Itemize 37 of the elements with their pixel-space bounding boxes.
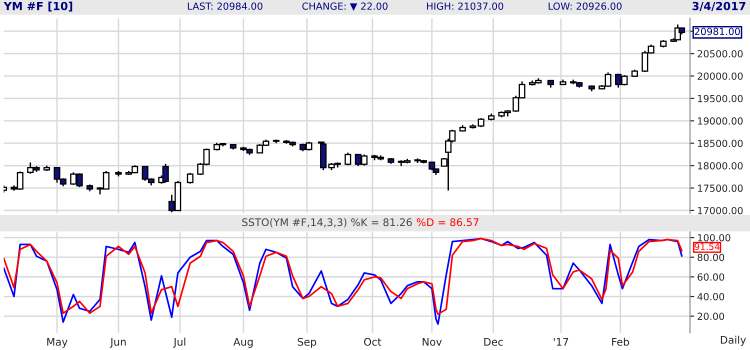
x-tick-label: '17 [554,338,568,346]
text: LOW: 20926.00 [548,2,622,10]
text: 20981.00 [694,28,740,36]
text: Daily [720,336,746,346]
y-tick-label: 18500.00 [698,140,743,148]
x-tick-label: Oct [364,338,382,346]
chart-title: YM #F [10] [4,2,72,12]
x-tick-label: Nov [422,338,442,346]
y-tick-label: 60.00 [698,273,724,281]
y-tick-label: 17500.00 [698,184,743,192]
x-tick-label: Jul [173,338,186,348]
y-tick-label: 20500.00 [698,50,743,58]
y-tick-label: 20000.00 [698,72,743,80]
chart-subtitle: %D = 86.57 [416,218,478,226]
candlestick [162,163,169,184]
y-tick-label: 19500.00 [698,94,743,102]
x-tick-label: Dec [484,338,503,346]
candlestick [344,152,352,166]
chart-title: SSTO(YM #F,14,3,3) %K = 81.26 [242,218,412,228]
y-tick-label: 17000.00 [698,206,743,214]
text: CHANGE: ▼ 22.00 [302,2,388,11]
y-tick-label: 100.00 [698,234,730,242]
y-tick-label: 80.00 [698,254,724,262]
x-tick-label: Feb [612,338,629,346]
text: 91.54 [694,243,720,250]
x-tick-label: Sep [298,338,316,348]
x-tick-label: May [47,338,68,348]
x-tick-label: Jun [110,338,126,348]
y-tick-label: 19000.00 [698,117,743,125]
text: HIGH: 21037.00 [427,2,504,10]
y-tick-label: 18000.00 [698,162,743,170]
x-tick-label: Aug [233,338,253,348]
y-tick-label: 20.00 [698,312,724,320]
text: 3/4/2017 [692,2,746,12]
candlestick [186,172,194,184]
text: LAST: 20984.00 [188,2,262,10]
y-tick-label: 40.00 [697,292,724,300]
